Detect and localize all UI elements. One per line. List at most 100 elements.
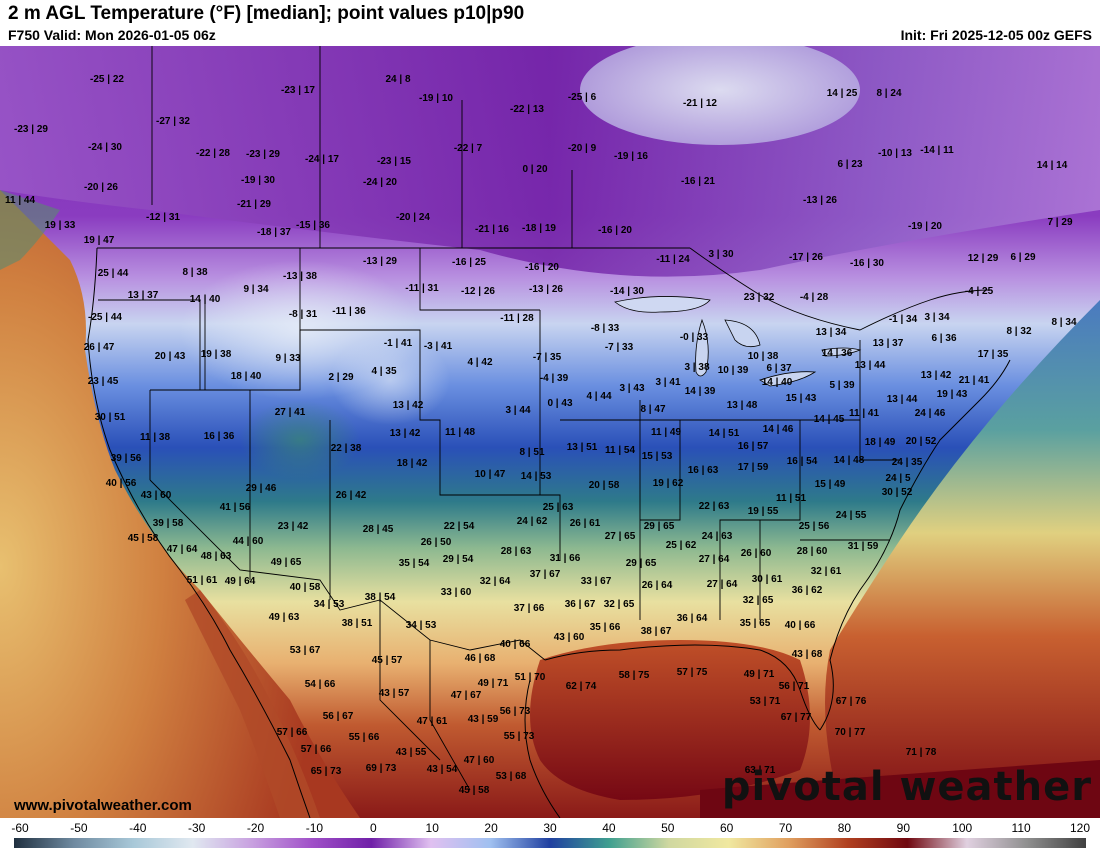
point-value: -27 | 32	[156, 116, 190, 127]
point-value: 4 | 42	[467, 357, 492, 368]
colorbar-tick-label: -50	[70, 821, 88, 835]
point-value: 43 | 60	[554, 632, 585, 643]
point-value: 34 | 53	[406, 620, 437, 631]
point-value: 27 | 64	[707, 579, 738, 590]
point-value: 13 | 42	[921, 370, 952, 381]
point-value: -8 | 33	[591, 323, 620, 334]
point-value: -20 | 9	[568, 143, 597, 154]
point-value: 14 | 39	[685, 386, 716, 397]
point-value: -12 | 31	[146, 212, 180, 223]
point-value: 25 | 56	[799, 521, 830, 532]
point-value: 32 | 65	[743, 595, 774, 606]
lake-superior	[614, 296, 711, 313]
point-value: -4 | 28	[800, 292, 829, 303]
point-value: 14 | 45	[814, 414, 845, 425]
temperature-map[interactable]: -25 | 22 -23 | 17 24 | 8 -19 | 10 -22 | 13 -2…	[0, 46, 1100, 818]
colorbar-tick-label: 20	[484, 821, 498, 835]
point-value: 57 | 66	[277, 727, 308, 738]
point-value: 24 | 46	[915, 408, 946, 419]
point-value: -23 | 29	[14, 124, 48, 135]
point-value: 56 | 73	[500, 706, 531, 717]
point-value: -11 | 24	[656, 254, 690, 265]
point-value: 8 | 32	[1006, 326, 1031, 337]
point-value: 14 | 40	[190, 294, 221, 305]
point-value: 11 | 38	[140, 432, 170, 443]
point-value: 27 | 65	[605, 531, 636, 542]
point-value: 16 | 57	[738, 441, 769, 452]
hudson-bay	[580, 46, 860, 145]
point-value: 25 | 44	[98, 268, 129, 279]
point-value: 29 | 46	[246, 483, 277, 494]
point-value: 32 | 61	[811, 566, 842, 577]
colorbar: -60 -50 -40 -30 -20 -10 0 10 20 30 40 50 60 70 80 90 100…	[0, 818, 1100, 850]
point-value: 25 | 62	[666, 540, 697, 551]
point-value: 3 | 43	[619, 383, 644, 394]
point-value: -13 | 38	[283, 271, 317, 282]
atlantic-coast	[819, 359, 1011, 731]
point-value: 65 | 73	[311, 766, 342, 777]
point-value: 4 | 35	[371, 366, 396, 377]
coastlines	[87, 247, 1011, 818]
point-value: 27 | 64	[699, 554, 730, 565]
point-value: 35 | 66	[590, 622, 621, 633]
point-value: 4 | 44	[586, 391, 611, 402]
point-value: 49 | 71	[744, 669, 775, 680]
point-value: 19 | 33	[45, 220, 76, 231]
point-value: -21 | 29	[237, 199, 271, 210]
point-value: -12 | 26	[461, 286, 495, 297]
point-value: 2 | 29	[328, 372, 353, 383]
colorbar-tick-label: 70	[778, 821, 793, 835]
pacific-cool-water	[0, 190, 60, 270]
point-value: 30 | 61	[752, 574, 783, 585]
point-value: 6 | 29	[1010, 252, 1035, 263]
point-values-layer: -25 | 22 -23 | 17 24 | 8 -19 | 10 -22 | 13 -2…	[5, 74, 1077, 796]
point-value: 58 | 75	[619, 670, 650, 681]
colorbar-tick-label: 90	[896, 821, 911, 835]
dakotas-line	[419, 248, 540, 311]
point-value: 55 | 66	[349, 732, 380, 743]
point-value: 8 | 51	[519, 447, 544, 458]
point-value: 53 | 67	[290, 645, 321, 656]
point-value: 15 | 49	[815, 479, 846, 490]
point-value: 57 | 66	[301, 744, 332, 755]
brand-watermark: pivotal weather	[721, 764, 1092, 810]
point-value: 14 | 36	[822, 348, 853, 359]
point-value: 13 | 34	[816, 327, 847, 338]
colorbar-tick-label: -10	[305, 821, 324, 835]
point-value: -14 | 30	[610, 286, 644, 297]
point-value: 13 | 37	[873, 338, 904, 349]
point-value: -16 | 25	[452, 257, 486, 268]
point-value: 40 | 58	[290, 582, 321, 593]
point-value: -13 | 29	[363, 256, 397, 267]
point-value: 13 | 44	[887, 394, 918, 405]
lake-michigan	[695, 318, 709, 377]
point-value: 18 | 49	[865, 437, 896, 448]
point-value: 47 | 60	[464, 755, 495, 766]
point-value: 24 | 35	[892, 457, 923, 468]
point-value: 32 | 64	[480, 576, 511, 587]
point-value: 8 | 34	[1051, 317, 1076, 328]
point-value: 13 | 48	[727, 400, 758, 411]
point-value: 45 | 58	[459, 785, 490, 796]
point-value: 51 | 70	[515, 672, 546, 683]
pacific-coast	[87, 247, 311, 818]
point-value: 23 | 42	[278, 521, 309, 532]
point-value: 38 | 67	[641, 626, 672, 637]
colorbar-tick-label: 10	[425, 821, 439, 835]
point-value: 3 | 30	[708, 249, 733, 260]
point-value: 21 | 41	[959, 375, 990, 386]
southeast-lines	[680, 419, 801, 620]
point-value: 24 | 63	[702, 531, 733, 542]
point-value: 16 | 36	[204, 431, 235, 442]
point-value: -11 | 31	[405, 283, 439, 294]
point-value: 71 | 78	[906, 747, 937, 758]
point-value: 22 | 54	[444, 521, 475, 532]
point-value: -13 | 26	[803, 195, 837, 206]
point-value: 36 | 62	[792, 585, 823, 596]
point-value: 31 | 66	[550, 553, 581, 564]
point-value: 6 | 23	[837, 159, 862, 170]
point-value: 24 | 62	[517, 516, 548, 527]
point-value: 13 | 42	[390, 428, 421, 439]
point-value: 43 | 59	[468, 714, 499, 725]
point-value: 3 | 41	[655, 377, 680, 388]
